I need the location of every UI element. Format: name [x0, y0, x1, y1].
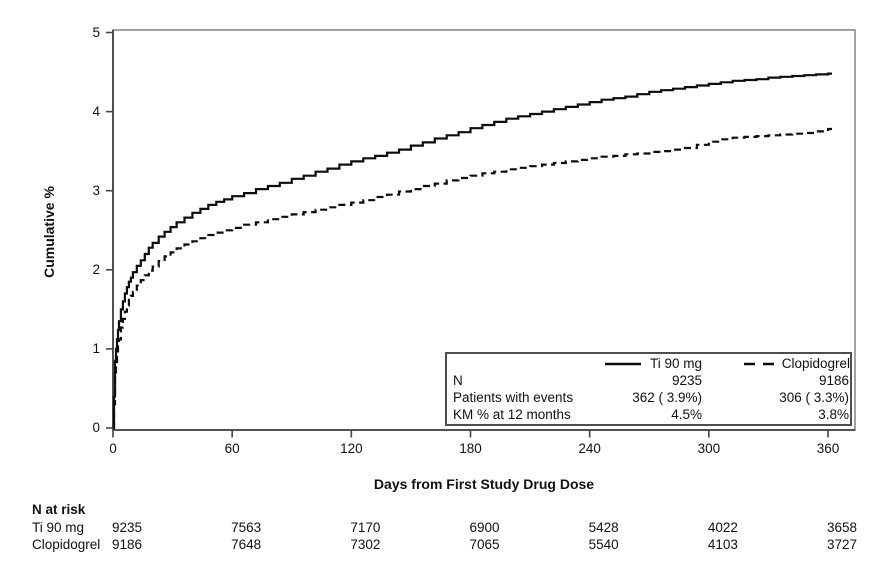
legend-box: Ti 90 mg Clopidogrel N 9235 9186 Patient…: [445, 352, 852, 426]
legend-stat-label: KM % at 12 months: [453, 407, 571, 422]
at-risk-value-ti-90-mg: 3658: [827, 520, 858, 535]
y-tick-label: 5: [92, 24, 100, 40]
y-axis-title: Cumulative %: [41, 186, 57, 278]
at-risk-value-ti-90-mg: 9235: [112, 520, 143, 535]
legend-series-2-label: Clopidogrel: [781, 356, 850, 371]
x-tick-label: 240: [578, 441, 601, 456]
y-tick-label: 2: [92, 261, 100, 277]
legend-stat-row-km: KM % at 12 months 4.5% 3.8%: [447, 406, 850, 423]
legend-header-row: Ti 90 mg Clopidogrel: [447, 355, 850, 372]
at-risk-row-label-clopidogrel: Clopidogrel: [32, 537, 101, 552]
km-curve-clopidogrel: [112, 127, 832, 430]
legend-entry-clopidogrel: Clopidogrel: [702, 355, 850, 372]
at-risk-value-clopidogrel: 7302: [350, 537, 381, 552]
legend-stat-clopidogrel-value: 306 ( 3.3%): [779, 390, 849, 405]
x-tick-label: 60: [224, 441, 240, 456]
legend-stat-clopidogrel-value: 3.8%: [818, 407, 849, 422]
y-tick-label: 1: [92, 340, 100, 356]
x-tick-label: 0: [109, 441, 117, 456]
at-risk-value-ti-90-mg: 6900: [469, 520, 500, 535]
y-tick-label: 4: [92, 103, 100, 119]
at-risk-value-ti-90-mg: 5428: [588, 520, 619, 535]
y-tick-label: 3: [92, 182, 100, 198]
legend-stat-label: N: [453, 373, 463, 388]
at-risk-row-label-ti90: Ti 90 mg: [32, 520, 85, 535]
legend-entry-ti90: Ti 90 mg: [447, 355, 702, 372]
legend-stat-row-n: N 9235 9186: [447, 372, 850, 389]
legend-stat-label: Patients with events: [453, 390, 574, 405]
legend-stat-clopidogrel-value: 9186: [818, 373, 849, 388]
at-risk-value-clopidogrel: 7065: [469, 537, 500, 552]
x-tick-label: 120: [340, 441, 363, 456]
at-risk-value-clopidogrel: 9186: [112, 537, 143, 552]
y-tick-label: 0: [92, 420, 100, 435]
legend-stat-row-events: Patients with events 362 ( 3.9%) 306 ( 3…: [447, 389, 850, 406]
legend-series-1-label: Ti 90 mg: [649, 356, 702, 371]
legend-stat-ti90-value: 362 ( 3.9%): [632, 390, 702, 405]
ti-90-mg-solid-line-icon: [604, 362, 641, 365]
x-tick-label: 360: [816, 441, 840, 456]
km-curve-ti-90-mg: [112, 72, 832, 430]
at-risk-value-ti-90-mg: 7170: [350, 520, 381, 535]
n-at-risk-header: N at risk: [32, 502, 86, 517]
at-risk-value-clopidogrel: 3727: [827, 537, 858, 552]
legend-stat-ti90-value: 9235: [671, 373, 702, 388]
at-risk-value-clopidogrel: 5540: [588, 537, 619, 552]
at-risk-value-clopidogrel: 4103: [707, 537, 738, 552]
legend-stat-ti90-value: 4.5%: [671, 407, 702, 422]
clopidogrel-dashed-line-icon: [743, 362, 774, 365]
at-risk-value-ti-90-mg: 7563: [231, 520, 262, 535]
x-tick-label: 300: [697, 441, 721, 456]
at-risk-value-clopidogrel: 7648: [231, 537, 262, 552]
at-risk-value-ti-90-mg: 4022: [707, 520, 738, 535]
x-axis-title: Days from First Study Drug Dose: [373, 476, 595, 492]
x-tick-label: 180: [459, 441, 482, 456]
